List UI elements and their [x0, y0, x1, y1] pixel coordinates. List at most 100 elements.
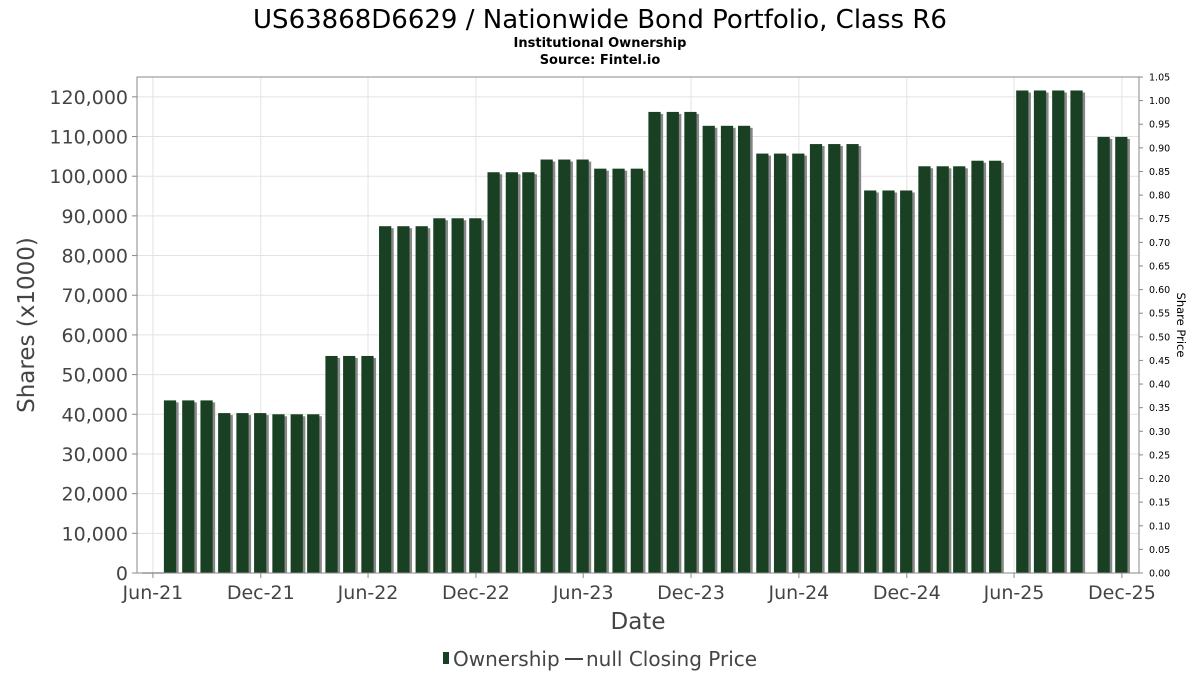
y2-tick-label: 0.45: [1149, 356, 1170, 367]
legend-ownership-label: Ownership: [453, 647, 560, 671]
x-tick-label: Dec-25: [1088, 582, 1156, 604]
y-tick-label: 70,000: [62, 285, 128, 307]
y2-axis: 0.00 0.05 0.10 0.15 0.20 0.25 0.30 0.35 0.40 0.45…: [1139, 73, 1170, 580]
ownership-bar: [1097, 136, 1110, 573]
y2-tick-label: 1.00: [1149, 96, 1170, 107]
x-tick-label: Dec-22: [442, 582, 510, 604]
ownership-bar: [576, 159, 589, 573]
x-tick-label: Jun-23: [552, 582, 614, 604]
y2-tick-label: 0.55: [1149, 309, 1170, 320]
ownership-bar: [809, 144, 823, 573]
legend-price-label: null Closing Price: [586, 647, 757, 671]
ownership-bar: [756, 153, 769, 573]
x-tick-label: Jun-24: [768, 582, 830, 604]
y2-tick-label: 0.00: [1149, 569, 1170, 580]
ownership-bar: [666, 111, 679, 574]
ownership-bar: [272, 414, 285, 573]
ownership-bar: [1033, 90, 1047, 573]
y2-tick-label: 0.05: [1149, 545, 1170, 556]
ownership-bar: [1115, 136, 1128, 573]
x-axis: Jun-21 Dec-21 Jun-22 Dec-22 Jun-23 Dec-23 Jun-…: [122, 573, 1156, 604]
ownership-bar: [1070, 90, 1083, 573]
ownership-bar: [290, 414, 303, 573]
y2-tick-label: 0.75: [1149, 214, 1170, 225]
y2-tick-label: 0.85: [1149, 167, 1170, 178]
y2-tick-label: 0.50: [1149, 332, 1170, 343]
chart-title: US63868D6629 / Nationwide Bond Portfolio…: [253, 5, 947, 35]
y2-tick-label: 0.40: [1149, 380, 1170, 391]
ownership-bar: [540, 159, 553, 573]
legend: Ownership null Closing Price: [443, 647, 757, 671]
y-tick-label: 30,000: [62, 444, 128, 466]
x-axis-label: Date: [611, 609, 666, 635]
ownership-bar: [594, 168, 607, 573]
ownership-bar: [612, 168, 625, 573]
x-tick-label: Dec-23: [657, 582, 725, 604]
ownership-bar: [397, 226, 410, 574]
ownership-bar: [720, 125, 734, 573]
ownership-bar: [254, 413, 267, 573]
y2-tick-label: 0.15: [1149, 498, 1170, 509]
ownership-bar: [900, 190, 913, 573]
y2-tick-label: 0.20: [1149, 474, 1170, 485]
y-tick-label: 120,000: [49, 87, 128, 109]
ownership-bar: [433, 218, 446, 573]
y-tick-label: 60,000: [62, 325, 128, 347]
ownership-bar: [379, 226, 392, 574]
ownership-bar: [1016, 90, 1029, 573]
y2-tick-label: 0.70: [1149, 238, 1170, 249]
ownership-bar: [451, 218, 464, 573]
ownership-bar: [648, 111, 661, 574]
ownership-bar: [200, 400, 213, 573]
ownership-bar: [325, 355, 338, 573]
ownership-bar: [522, 172, 535, 573]
x-tick-label: Jun-21: [122, 582, 184, 604]
y-tick-label: 100,000: [49, 166, 128, 188]
ownership-bar: [702, 125, 715, 573]
y2-tick-label: 0.60: [1149, 285, 1170, 296]
ownership-bars: [142, 90, 1130, 574]
ownership-bar: [163, 400, 177, 573]
ownership-bar: [469, 218, 482, 573]
ownership-bar: [505, 172, 518, 573]
ownership-bar: [343, 355, 356, 573]
ownership-bar: [182, 400, 195, 573]
ownership-bar: [487, 172, 500, 573]
y2-tick-label: 0.80: [1149, 191, 1170, 202]
ownership-bar: [882, 190, 895, 573]
ownership-bar: [773, 153, 787, 573]
ownership-bar: [684, 111, 697, 574]
ownership-bar: [846, 144, 859, 573]
y2-axis-label: Share Price: [1174, 293, 1188, 358]
y2-tick-label: 0.90: [1149, 143, 1170, 154]
y-axis-label: Shares (x1000): [14, 237, 40, 413]
x-tick-label: Jun-22: [337, 582, 399, 604]
x-tick-label: Dec-24: [873, 582, 941, 604]
chart-source: Source: Fintel.io: [540, 53, 661, 68]
y-tick-label: 20,000: [62, 484, 128, 506]
legend-ownership-swatch: [443, 652, 449, 664]
ownership-bar: [1052, 90, 1065, 573]
x-tick-label: Dec-21: [227, 582, 295, 604]
ownership-bar: [307, 414, 320, 573]
y-tick-label: 40,000: [62, 404, 128, 426]
plot-border: [136, 76, 1140, 574]
ownership-bar: [415, 226, 428, 574]
ownership-bar: [828, 144, 841, 573]
y2-tick-label: 0.65: [1149, 261, 1170, 272]
y-tick-label: 50,000: [62, 365, 128, 387]
y2-tick-label: 1.05: [1149, 73, 1170, 84]
y-tick-label: 90,000: [62, 206, 128, 228]
y2-tick-label: 0.30: [1149, 427, 1170, 438]
ownership-bar: [971, 160, 984, 573]
ownership-bar: [989, 160, 1002, 573]
ownership-bar: [936, 166, 949, 573]
chart-subtitle: Institutional Ownership: [514, 36, 687, 51]
y2-tick-label: 0.10: [1149, 521, 1170, 532]
ownership-bar: [864, 190, 877, 573]
y2-tick-label: 0.25: [1149, 450, 1170, 461]
ownership-bar: [918, 166, 931, 573]
y-axis: 0 10,000 20,000 30,000 40,000 50,000 60,000 70,…: [49, 87, 137, 585]
y-tick-label: 110,000: [49, 127, 128, 149]
